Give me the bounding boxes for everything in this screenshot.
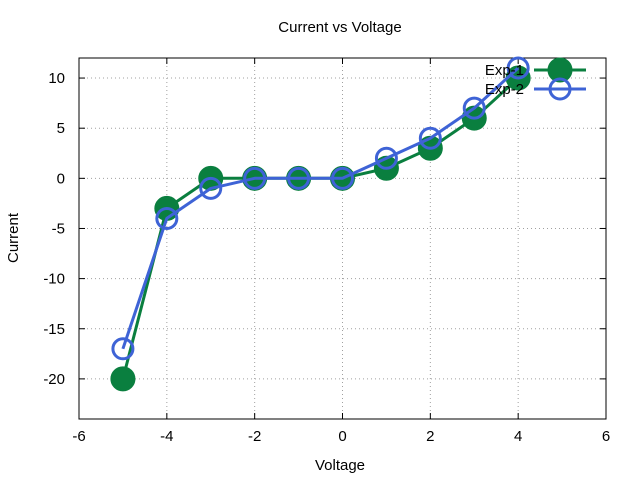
legend-entry: Exp-2 — [485, 77, 586, 101]
data-point — [374, 146, 398, 170]
data-point — [506, 56, 530, 80]
series-1 — [110, 65, 531, 392]
x-tick-label: -2 — [248, 428, 261, 445]
y-tick-label: -5 — [52, 220, 65, 237]
data-point — [111, 337, 135, 361]
y-tick-label: 10 — [48, 70, 65, 87]
y-tick-label: 5 — [57, 120, 65, 137]
grid — [79, 58, 606, 419]
legend-label: Exp-2 — [485, 81, 524, 98]
x-tick-label: -6 — [72, 428, 85, 445]
chart-title: Current vs Voltage — [278, 19, 401, 36]
data-point — [331, 166, 354, 190]
series-line — [121, 76, 520, 380]
series-layer — [110, 56, 531, 392]
legend-entry: Exp-1 — [485, 57, 586, 83]
legend: Exp-1 Exp-2 — [485, 57, 586, 101]
y-tick-label: -20 — [43, 371, 65, 388]
legend-swatch-marker — [547, 57, 573, 83]
data-point — [418, 126, 442, 150]
data-point — [199, 176, 223, 200]
x-axis-title: Voltage — [315, 457, 365, 474]
x-tick-label: 2 — [426, 428, 434, 445]
legend-swatch-marker — [548, 77, 572, 101]
x-tick-label: -4 — [160, 428, 173, 445]
series-line — [121, 66, 520, 350]
legend-label: Exp-1 — [485, 62, 524, 79]
y-tick-label: -10 — [43, 271, 65, 288]
y-axis-title: Current — [5, 212, 22, 263]
data-point — [243, 166, 267, 190]
data-point — [110, 366, 136, 392]
y-tick-label: -15 — [43, 321, 65, 338]
data-point — [155, 206, 179, 230]
series-2 — [111, 56, 530, 361]
y-tick-label: 0 — [57, 170, 65, 187]
data-point — [462, 96, 486, 120]
x-tick-label: 6 — [602, 428, 610, 445]
x-tick-label: 0 — [338, 428, 346, 445]
data-point — [287, 166, 311, 190]
x-tick-label: 4 — [514, 428, 522, 445]
